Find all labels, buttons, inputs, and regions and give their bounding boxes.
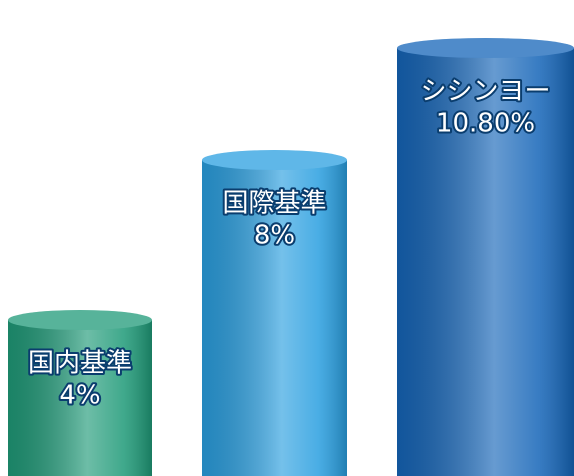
category-label: 国際基準 <box>222 189 326 219</box>
bar-top <box>8 310 152 330</box>
value-label: 4% <box>59 381 100 411</box>
category-label: シシンヨー <box>420 77 550 107</box>
bar-top-shine <box>202 150 347 170</box>
bar-shine <box>8 320 152 476</box>
bar-shine <box>397 48 574 476</box>
value-label: 8% <box>254 221 295 251</box>
bar-top <box>397 38 574 58</box>
bar-top-shine <box>8 310 152 330</box>
bar-top <box>202 150 347 170</box>
bar-top-shine <box>397 38 574 58</box>
bar-shine <box>202 160 347 476</box>
category-label: 国内基準 <box>28 349 132 379</box>
value-label: 10.80% <box>436 109 535 139</box>
